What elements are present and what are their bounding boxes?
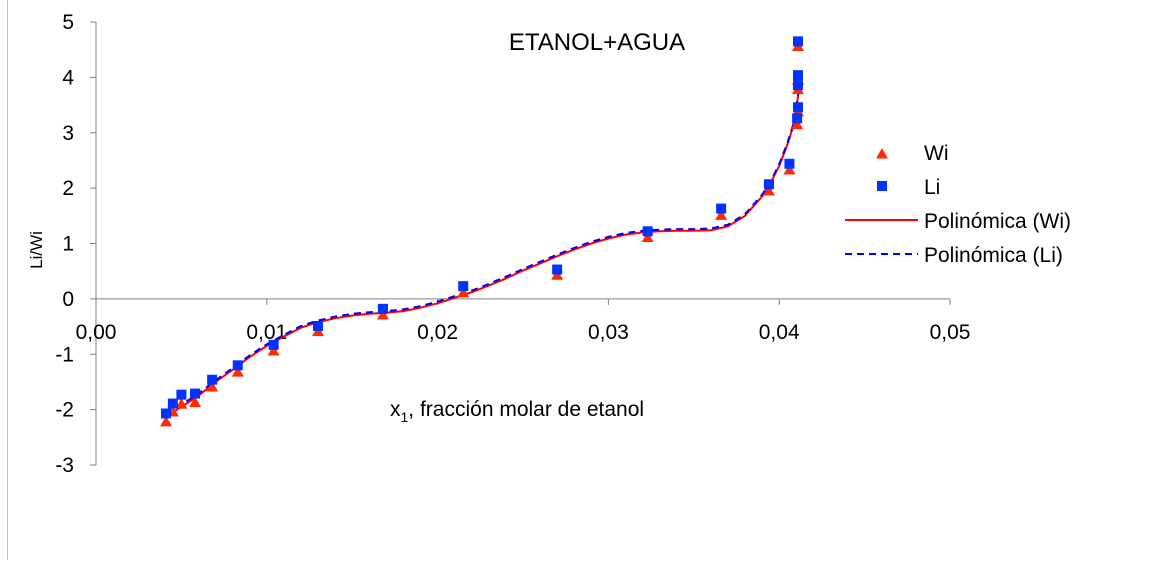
- wi-point: [376, 309, 389, 320]
- wi-point: [206, 381, 219, 392]
- li-point: [716, 203, 727, 214]
- y-tick-label: -3: [55, 454, 74, 477]
- axes: -3 -2 -1 0 1 2 3 4 5 0,00 0,01 0,02 0,03 0,04 0,05: [55, 11, 970, 477]
- legend-label: Li: [924, 176, 940, 199]
- wi-point: [791, 118, 804, 130]
- x-axis-label-main: x: [390, 398, 401, 421]
- li-point: [458, 281, 469, 292]
- chart-frame: [7, 0, 1167, 560]
- y-tick-label: 1: [62, 233, 74, 256]
- li-point: [190, 388, 201, 399]
- legend: Wi Li Polinómica (Wi) Polinómica (Li): [845, 142, 1071, 267]
- wi-point: [783, 163, 796, 175]
- legend-label: Polinómica (Wi): [924, 210, 1071, 233]
- wi-point: [189, 396, 202, 408]
- x-tick-label: 0,03: [588, 321, 629, 344]
- y-axis-label: Li/Wi: [27, 231, 46, 269]
- li-point: [552, 264, 563, 275]
- li-point: [792, 102, 803, 113]
- li-point: [268, 339, 279, 350]
- y-tick-label: -1: [55, 343, 74, 366]
- legend-label: Polinómica (Li): [924, 244, 1063, 267]
- y-tick-label: 0: [62, 288, 74, 311]
- wi-point: [762, 185, 775, 196]
- li-point: [763, 179, 774, 190]
- li-point: [377, 303, 388, 314]
- li-point: [232, 360, 243, 371]
- y-tick-label: 5: [62, 11, 74, 34]
- x-tick-label: 0,01: [246, 321, 287, 344]
- y-tick-label: 2: [62, 177, 74, 200]
- series-layer: [160, 36, 804, 427]
- li-point: [642, 226, 653, 237]
- wi-point: [160, 415, 173, 427]
- wi-point: [715, 209, 728, 220]
- wi-point: [175, 398, 188, 409]
- legend-marker-wi: [876, 148, 888, 159]
- y-tick-label: -2: [55, 399, 74, 422]
- legend-label: Wi: [924, 142, 949, 165]
- li-point: [792, 36, 803, 47]
- x-tick-label: 0,04: [759, 321, 800, 344]
- li-point: [784, 158, 795, 169]
- li-point: [207, 374, 218, 385]
- series-line-polinomica-li: [165, 83, 801, 415]
- x-tick-label: 0,05: [930, 321, 971, 344]
- wi-point: [267, 345, 280, 356]
- li-point: [161, 408, 172, 419]
- x-axis-label: x1, fracción molar de etanol: [390, 398, 644, 425]
- y-tick-label: 3: [62, 122, 74, 145]
- li-point: [313, 321, 324, 332]
- li-point: [792, 70, 803, 81]
- li-point: [176, 389, 187, 400]
- y-tick-label: 4: [62, 66, 74, 89]
- li-point: [792, 113, 803, 124]
- li-point: [792, 80, 803, 91]
- x-tick-label: 0,02: [417, 321, 458, 344]
- legend-marker-li: [877, 181, 887, 191]
- chart-title: ETANOL+AGUA: [509, 29, 685, 56]
- series-line-polinomica-wi: [165, 85, 801, 418]
- x-axis-label-sub: 1: [401, 409, 409, 425]
- wi-point: [231, 366, 244, 377]
- li-point: [167, 398, 178, 409]
- x-tick-label: 0,00: [76, 321, 117, 344]
- wi-point: [457, 286, 470, 298]
- wi-point: [641, 231, 654, 243]
- x-axis-label-rest: , fracción molar de etanol: [408, 398, 644, 421]
